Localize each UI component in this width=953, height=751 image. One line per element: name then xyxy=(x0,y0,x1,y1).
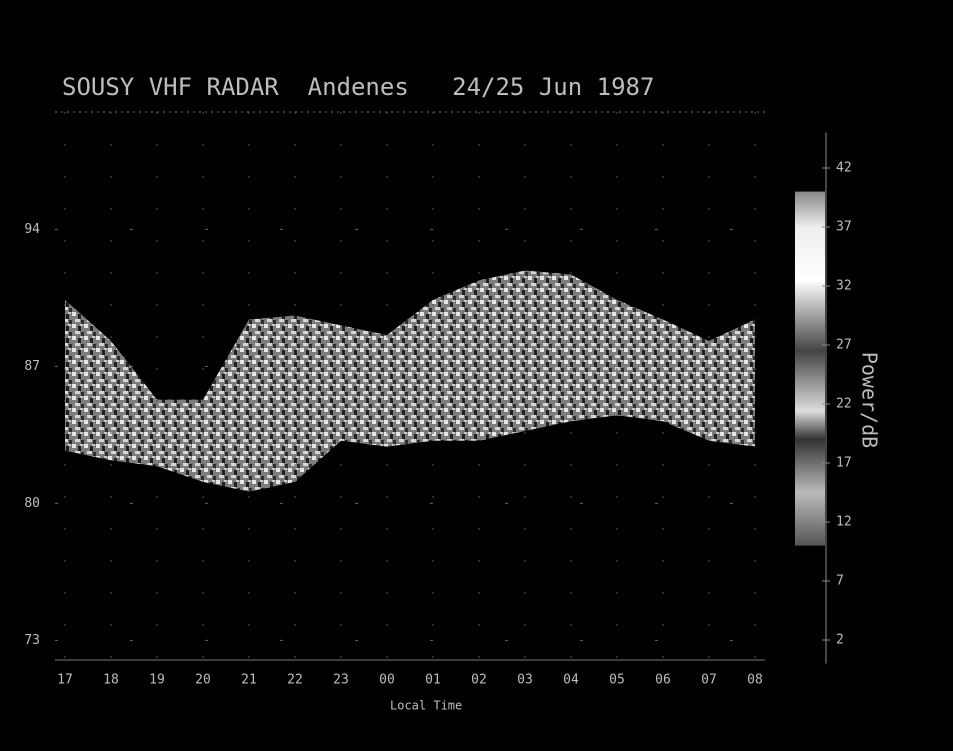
x-tick-label: 18 xyxy=(103,673,119,688)
x-tick-label: 02 xyxy=(471,673,487,688)
x-tick-label: 23 xyxy=(333,673,349,688)
x-tick-label: 07 xyxy=(701,673,717,688)
x-axis-label: Local Time xyxy=(390,699,462,713)
x-tick-label: 04 xyxy=(563,673,579,688)
y-tick-label: 80 xyxy=(24,496,40,511)
colorbar xyxy=(795,192,825,546)
x-tick-label: 20 xyxy=(195,673,211,688)
x-tick-label: 06 xyxy=(655,673,671,688)
y-tick-label: 73 xyxy=(24,633,40,648)
chart: SOUSY VHF RADAR Andenes 24/25 Jun 1987 L… xyxy=(0,0,953,751)
colorbar-label: Power/dB xyxy=(858,352,882,448)
y-tick-label: 87 xyxy=(24,359,40,374)
chart-title: SOUSY VHF RADAR Andenes 24/25 Jun 1987 xyxy=(62,73,654,101)
colorbar-tick-label: 2 xyxy=(836,633,844,648)
x-tick-label: 03 xyxy=(517,673,533,688)
x-tick-label: 05 xyxy=(609,673,625,688)
x-tick-label: 17 xyxy=(57,673,73,688)
colorbar-tick-label: 7 xyxy=(836,574,844,589)
echo-band xyxy=(65,271,755,492)
colorbar-tick-label: 22 xyxy=(836,397,852,412)
y-tick-label: 94 xyxy=(24,222,40,237)
x-tick-label: 19 xyxy=(149,673,165,688)
page: SOUSY VHF RADAR Andenes 24/25 Jun 1987 L… xyxy=(0,0,953,751)
colorbar-tick-label: 32 xyxy=(836,279,852,294)
x-tick-label: 00 xyxy=(379,673,395,688)
x-tick-label: 01 xyxy=(425,673,441,688)
x-tick-label: 08 xyxy=(747,673,763,688)
colorbar-tick-label: 37 xyxy=(836,220,852,235)
x-tick-label: 21 xyxy=(241,673,257,688)
x-tick-label: 22 xyxy=(287,673,303,688)
colorbar-tick-label: 42 xyxy=(836,161,852,176)
colorbar-tick-label: 17 xyxy=(836,456,852,471)
colorbar-tick-label: 12 xyxy=(836,515,852,530)
colorbar-tick-label: 27 xyxy=(836,338,852,353)
